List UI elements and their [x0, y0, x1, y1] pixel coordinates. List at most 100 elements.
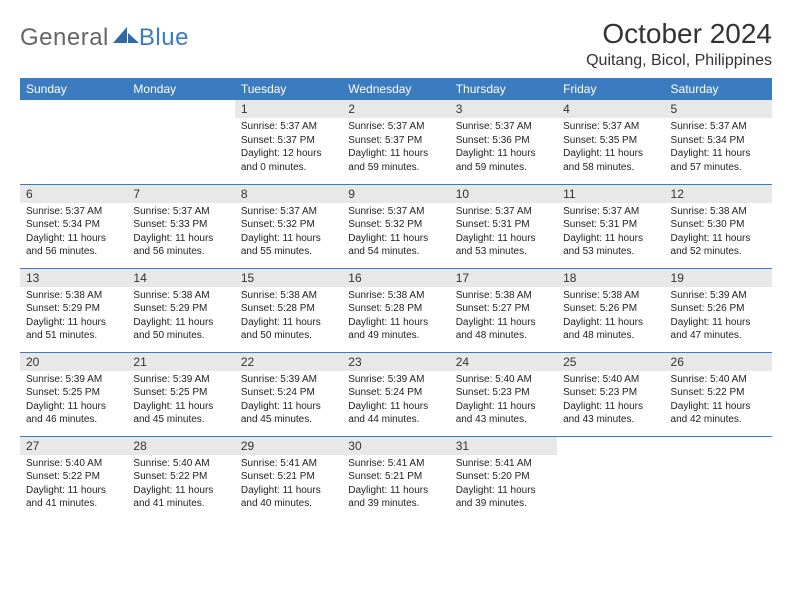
sunrise-text: Sunrise: 5:38 AM	[133, 289, 228, 303]
sunrise-text: Sunrise: 5:37 AM	[348, 120, 443, 134]
sunset-text: Sunset: 5:37 PM	[348, 134, 443, 148]
sunset-text: Sunset: 5:31 PM	[456, 218, 551, 232]
daylight-text-2: and 52 minutes.	[671, 245, 766, 259]
day-details: Sunrise: 5:37 AMSunset: 5:32 PMDaylight:…	[235, 203, 342, 263]
daylight-text-1: Daylight: 11 hours	[26, 316, 121, 330]
sunset-text: Sunset: 5:23 PM	[456, 386, 551, 400]
sunrise-text: Sunrise: 5:37 AM	[241, 120, 336, 134]
calendar-cell: .	[20, 100, 127, 184]
calendar-cell: 15Sunrise: 5:38 AMSunset: 5:28 PMDayligh…	[235, 268, 342, 352]
day-number: 19	[665, 269, 772, 287]
day-details: Sunrise: 5:37 AMSunset: 5:34 PMDaylight:…	[20, 203, 127, 263]
location-text: Quitang, Bicol, Philippines	[586, 52, 772, 70]
day-number: 3	[450, 100, 557, 118]
calendar-cell: 20Sunrise: 5:39 AMSunset: 5:25 PMDayligh…	[20, 352, 127, 436]
sunrise-text: Sunrise: 5:38 AM	[26, 289, 121, 303]
calendar-cell: 2Sunrise: 5:37 AMSunset: 5:37 PMDaylight…	[342, 100, 449, 184]
day-number: 14	[127, 269, 234, 287]
daylight-text-2: and 53 minutes.	[456, 245, 551, 259]
logo-word2: Blue	[139, 24, 189, 52]
logo-word1: General	[20, 24, 109, 52]
calendar-row: 27Sunrise: 5:40 AMSunset: 5:22 PMDayligh…	[20, 436, 772, 520]
daylight-text-1: Daylight: 11 hours	[456, 484, 551, 498]
calendar-cell: 29Sunrise: 5:41 AMSunset: 5:21 PMDayligh…	[235, 436, 342, 520]
weekday-header: Tuesday	[235, 78, 342, 100]
sunrise-text: Sunrise: 5:37 AM	[241, 205, 336, 219]
weekday-header-row: SundayMondayTuesdayWednesdayThursdayFrid…	[20, 78, 772, 100]
calendar-cell: 22Sunrise: 5:39 AMSunset: 5:24 PMDayligh…	[235, 352, 342, 436]
calendar-cell: 27Sunrise: 5:40 AMSunset: 5:22 PMDayligh…	[20, 436, 127, 520]
calendar-cell: 9Sunrise: 5:37 AMSunset: 5:32 PMDaylight…	[342, 184, 449, 268]
daylight-text-1: Daylight: 11 hours	[563, 316, 658, 330]
daylight-text-1: Daylight: 11 hours	[348, 400, 443, 414]
day-details: Sunrise: 5:40 AMSunset: 5:22 PMDaylight:…	[20, 455, 127, 515]
daylight-text-1: Daylight: 11 hours	[241, 484, 336, 498]
daylight-text-2: and 41 minutes.	[26, 497, 121, 511]
daylight-text-2: and 48 minutes.	[563, 329, 658, 343]
calendar-cell: 21Sunrise: 5:39 AMSunset: 5:25 PMDayligh…	[127, 352, 234, 436]
weekday-header: Sunday	[20, 78, 127, 100]
sunset-text: Sunset: 5:22 PM	[26, 470, 121, 484]
sunset-text: Sunset: 5:22 PM	[671, 386, 766, 400]
sunset-text: Sunset: 5:21 PM	[348, 470, 443, 484]
calendar-cell: 28Sunrise: 5:40 AMSunset: 5:22 PMDayligh…	[127, 436, 234, 520]
day-details: Sunrise: 5:37 AMSunset: 5:37 PMDaylight:…	[342, 118, 449, 178]
day-details: Sunrise: 5:37 AMSunset: 5:32 PMDaylight:…	[342, 203, 449, 263]
sunrise-text: Sunrise: 5:39 AM	[26, 373, 121, 387]
calendar-cell: 10Sunrise: 5:37 AMSunset: 5:31 PMDayligh…	[450, 184, 557, 268]
calendar-cell: 5Sunrise: 5:37 AMSunset: 5:34 PMDaylight…	[665, 100, 772, 184]
sunrise-text: Sunrise: 5:37 AM	[348, 205, 443, 219]
calendar-body: ..1Sunrise: 5:37 AMSunset: 5:37 PMDaylig…	[20, 100, 772, 520]
daylight-text-2: and 44 minutes.	[348, 413, 443, 427]
sunrise-text: Sunrise: 5:38 AM	[456, 289, 551, 303]
daylight-text-2: and 43 minutes.	[563, 413, 658, 427]
day-details: Sunrise: 5:37 AMSunset: 5:33 PMDaylight:…	[127, 203, 234, 263]
sunrise-text: Sunrise: 5:37 AM	[456, 205, 551, 219]
daylight-text-1: Daylight: 11 hours	[26, 232, 121, 246]
day-number: 30	[342, 437, 449, 455]
daylight-text-2: and 53 minutes.	[563, 245, 658, 259]
sunrise-text: Sunrise: 5:37 AM	[671, 120, 766, 134]
day-details: Sunrise: 5:39 AMSunset: 5:24 PMDaylight:…	[235, 371, 342, 431]
logo: General Blue	[20, 18, 189, 52]
daylight-text-2: and 56 minutes.	[133, 245, 228, 259]
daylight-text-1: Daylight: 11 hours	[133, 232, 228, 246]
day-number: 2	[342, 100, 449, 118]
day-details: Sunrise: 5:37 AMSunset: 5:31 PMDaylight:…	[450, 203, 557, 263]
calendar-cell: 19Sunrise: 5:39 AMSunset: 5:26 PMDayligh…	[665, 268, 772, 352]
sunset-text: Sunset: 5:28 PM	[241, 302, 336, 316]
day-number: 5	[665, 100, 772, 118]
daylight-text-1: Daylight: 11 hours	[348, 316, 443, 330]
daylight-text-1: Daylight: 11 hours	[456, 316, 551, 330]
daylight-text-2: and 42 minutes.	[671, 413, 766, 427]
daylight-text-2: and 45 minutes.	[241, 413, 336, 427]
calendar-cell: 30Sunrise: 5:41 AMSunset: 5:21 PMDayligh…	[342, 436, 449, 520]
sunset-text: Sunset: 5:28 PM	[348, 302, 443, 316]
calendar-row: ..1Sunrise: 5:37 AMSunset: 5:37 PMDaylig…	[20, 100, 772, 184]
day-details: Sunrise: 5:39 AMSunset: 5:24 PMDaylight:…	[342, 371, 449, 431]
daylight-text-1: Daylight: 11 hours	[671, 400, 766, 414]
sunset-text: Sunset: 5:29 PM	[26, 302, 121, 316]
sunset-text: Sunset: 5:25 PM	[133, 386, 228, 400]
sunrise-text: Sunrise: 5:39 AM	[671, 289, 766, 303]
daylight-text-2: and 49 minutes.	[348, 329, 443, 343]
day-details: Sunrise: 5:41 AMSunset: 5:21 PMDaylight:…	[235, 455, 342, 515]
calendar-cell: .	[127, 100, 234, 184]
calendar-cell: 4Sunrise: 5:37 AMSunset: 5:35 PMDaylight…	[557, 100, 664, 184]
calendar-cell: 11Sunrise: 5:37 AMSunset: 5:31 PMDayligh…	[557, 184, 664, 268]
day-number: 6	[20, 185, 127, 203]
sunrise-text: Sunrise: 5:41 AM	[348, 457, 443, 471]
day-number: 31	[450, 437, 557, 455]
daylight-text-2: and 0 minutes.	[241, 161, 336, 175]
daylight-text-1: Daylight: 11 hours	[456, 400, 551, 414]
sunrise-text: Sunrise: 5:41 AM	[241, 457, 336, 471]
daylight-text-1: Daylight: 11 hours	[456, 147, 551, 161]
daylight-text-2: and 48 minutes.	[456, 329, 551, 343]
day-number: 11	[557, 185, 664, 203]
daylight-text-2: and 47 minutes.	[671, 329, 766, 343]
daylight-text-1: Daylight: 11 hours	[241, 232, 336, 246]
daylight-text-2: and 50 minutes.	[133, 329, 228, 343]
day-details: Sunrise: 5:37 AMSunset: 5:36 PMDaylight:…	[450, 118, 557, 178]
daylight-text-2: and 39 minutes.	[348, 497, 443, 511]
daylight-text-2: and 56 minutes.	[26, 245, 121, 259]
